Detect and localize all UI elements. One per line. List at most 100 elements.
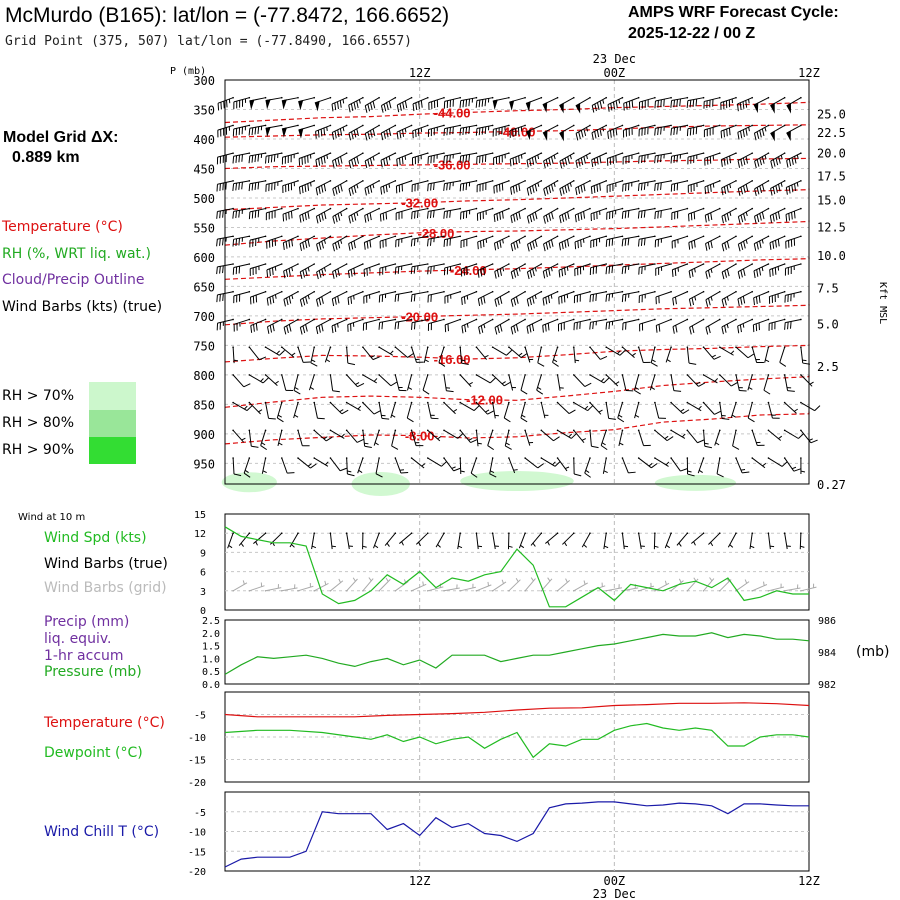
wind-barb [362, 346, 380, 361]
wind-tick-label: 12 [194, 529, 206, 540]
wind-barb [638, 290, 656, 303]
wind-barb [542, 290, 559, 306]
wind-barb [443, 263, 462, 276]
wind-chill-label: Wind Chill T (°C) [44, 824, 159, 840]
wind-barb [314, 96, 332, 112]
wind-barb-true [603, 532, 609, 550]
wind-barb [526, 263, 543, 280]
wind-barb [443, 96, 462, 109]
wind-barb-grid [783, 584, 801, 592]
wind-barb [280, 346, 296, 358]
wind-barb [261, 457, 267, 474]
wind-barb [654, 96, 672, 109]
pressure-tick-label: 800 [193, 369, 215, 383]
wind-barb [216, 152, 234, 165]
wind-barb [751, 457, 767, 469]
legend-rh90: RH > 90% [2, 442, 74, 458]
temp-tick-label: -5 [194, 711, 206, 722]
wind-barb [638, 263, 656, 275]
isotherm-line [224, 257, 810, 280]
wind-barb [396, 124, 413, 140]
wind-barb [572, 374, 592, 387]
wind-barb [718, 374, 738, 387]
wind-barb [754, 152, 770, 169]
wind-barb [233, 318, 251, 332]
wind-barb [622, 318, 640, 331]
wind-barb [443, 180, 462, 191]
wind-barb [459, 124, 478, 136]
wind-barb [752, 318, 770, 333]
wind-barb [590, 180, 608, 195]
wind-barb-true [581, 532, 591, 548]
wind-barb [266, 235, 283, 249]
wind-barb [423, 346, 429, 363]
wind-barb [406, 401, 414, 423]
wind-barb [721, 207, 737, 224]
legend-temperature: Temperature (°C) [1, 219, 123, 235]
wind-barb [410, 235, 429, 247]
wind-barb-grid [443, 584, 460, 592]
pressure-tick-label: 400 [193, 133, 215, 147]
wind-barb [313, 457, 329, 467]
legend-rh80-swatch [89, 410, 136, 437]
wind-barb [622, 152, 640, 165]
wind-barb [232, 429, 246, 443]
wind-barb [556, 374, 564, 391]
wind-barb [606, 152, 624, 166]
isotherm-label: -36.00 [434, 157, 471, 172]
wind-barb-true [783, 532, 791, 550]
wind-tick-label: 3 [200, 587, 206, 598]
wind-barb [526, 124, 543, 141]
wind-barb [510, 290, 526, 307]
wind-barb [703, 124, 721, 138]
wind-barb [605, 235, 624, 247]
wind-barb [267, 318, 283, 334]
wind-barb [459, 346, 469, 366]
legend-rh70-swatch [89, 382, 136, 410]
wind-barb [572, 429, 587, 443]
pressure-tick-label: 600 [193, 251, 215, 265]
wind-barb [299, 290, 316, 307]
forecast-cycle-label: AMPS WRF Forecast Cycle: [628, 4, 839, 21]
wind-barb [249, 96, 267, 110]
wind-barb [639, 318, 656, 332]
wind-barb [391, 429, 399, 450]
wind-barb [461, 290, 478, 305]
wind-barb [299, 263, 316, 280]
wind-barb [232, 235, 251, 247]
wind-barb [605, 374, 620, 387]
wind-barb [768, 290, 786, 304]
wind-barb [395, 207, 413, 221]
wind-barb [686, 96, 705, 108]
wind-barb [702, 429, 713, 449]
wind-barb [509, 124, 526, 138]
wind-barb-true [435, 532, 445, 548]
wind-barb [670, 152, 689, 164]
wind-barb [363, 290, 380, 304]
wind-barb [264, 401, 276, 420]
wind-barb-grid [264, 584, 282, 592]
height-tick-label: 15.0 [817, 194, 846, 208]
temperature-line [224, 702, 810, 718]
wind-barb [280, 374, 294, 392]
wind-barb-true [362, 532, 367, 550]
wind-barb [282, 180, 299, 193]
wind-barb [232, 374, 251, 388]
wind-barb [602, 457, 608, 474]
wind-barb [426, 457, 448, 467]
wind-barb [411, 207, 429, 220]
temperature-label: Temperature (°C) [43, 715, 165, 731]
wind-barb [444, 318, 462, 333]
wind-barb [332, 152, 348, 168]
wind-barb-true [749, 532, 755, 550]
wind-barb [572, 401, 594, 412]
wind-barb [378, 290, 397, 303]
wind-barb [265, 96, 283, 110]
wind-barb [411, 152, 429, 166]
wind-barb [520, 374, 528, 395]
wind-barb [783, 374, 795, 392]
time-tick-label-bottom: 00Z [603, 874, 625, 888]
wind-barb [315, 152, 332, 168]
wind-barb [770, 96, 786, 114]
wind-barb [605, 346, 626, 356]
